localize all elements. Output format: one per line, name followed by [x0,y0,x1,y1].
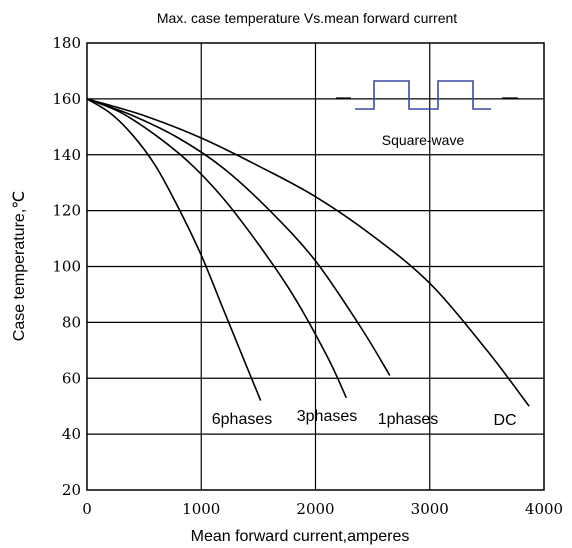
y-tick-label-40: 40 [62,425,81,443]
y-tick-label-140: 140 [52,146,81,164]
chart-title: Max. case temperature Vs.mean forward cu… [157,10,457,26]
x-tick-label-3000: 3000 [411,500,449,518]
x-tick-label-1000: 1000 [182,500,220,518]
series-label-6phases: 6phases [212,411,273,428]
series-label-3phases: 3phases [297,408,358,425]
y-axis-label: Case temperature,℃ [11,191,28,341]
square-wave-symbol [355,80,491,110]
x-tick-label-2000: 2000 [296,500,334,518]
square-wave-inset: Square-wave [336,80,518,148]
y-tick-label-120: 120 [52,202,81,220]
tick-labels: 0 1000 2000 3000 4000 20 40 60 80 100 120 140 160 180 [52,34,563,518]
x-tick-label-0: 0 [82,500,92,518]
x-tick-label-4000: 4000 [525,500,563,518]
series-lines [86,98,530,407]
series-line-3phases [86,98,348,399]
series-line-DC [86,98,530,407]
series-label-DC: DC [493,412,516,429]
y-tick-label-160: 160 [52,90,81,108]
y-tick-label-60: 60 [62,369,81,387]
plot-frame [86,42,545,491]
series-line-6phases [86,98,262,401]
y-tick-label-20: 20 [62,481,81,499]
square-wave-label: Square-wave [382,132,465,148]
y-tick-label-180: 180 [52,34,81,52]
series-labels: 6phases 3phases 1phases DC [212,408,517,429]
grid [87,43,544,490]
series-label-1phases: 1phases [378,411,439,428]
series-line-1phases [86,98,391,376]
y-tick-label-80: 80 [62,313,81,331]
x-axis-label: Mean forward current,amperes [191,528,410,545]
y-tick-label-100: 100 [52,258,81,276]
